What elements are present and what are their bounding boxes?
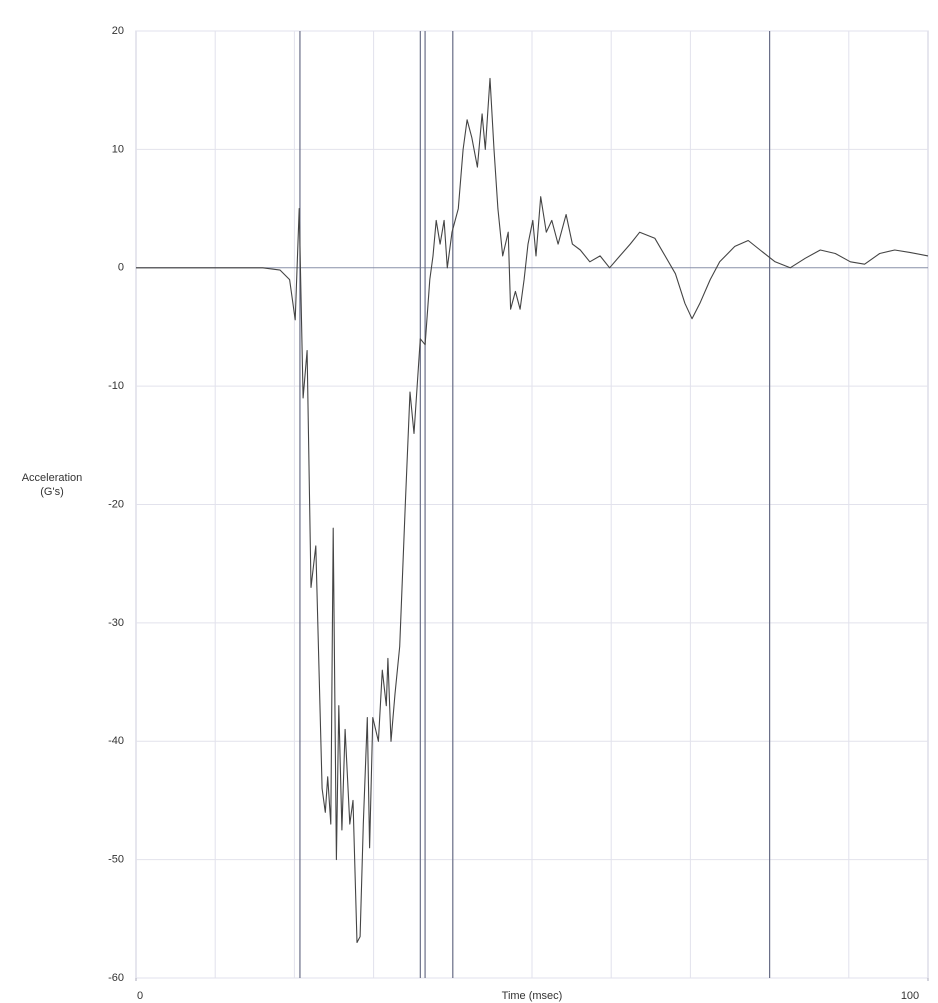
- x-tick-label: 0: [137, 990, 143, 1002]
- y-tick-label: -30: [108, 617, 124, 629]
- x-tick-label: 100: [901, 990, 919, 1002]
- data-line: [136, 77, 929, 944]
- x-axis-label: Time (msec): [502, 990, 563, 1002]
- y-tick-label: -50: [108, 854, 124, 866]
- y-tick-label: -10: [108, 380, 124, 392]
- y-tick-label: 20: [112, 25, 124, 37]
- y-tick-label: -20: [108, 498, 124, 510]
- y-axis-label: Acceleration: [22, 472, 83, 484]
- y-tick-label: -40: [108, 735, 124, 747]
- y-tick-label: 0: [118, 262, 124, 274]
- y-tick-label: -60: [108, 972, 124, 984]
- y-tick-label: 10: [112, 143, 124, 155]
- y-axis-label: (G's): [40, 486, 63, 498]
